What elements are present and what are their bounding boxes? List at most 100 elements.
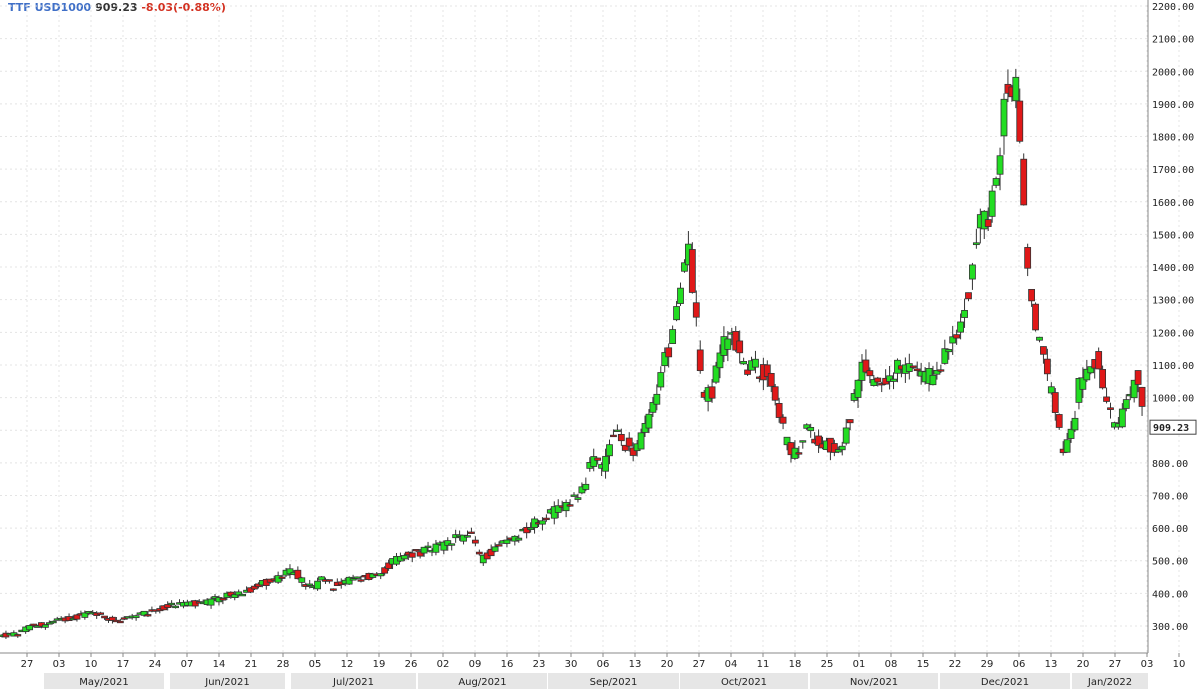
y-tick-label: 800.00 xyxy=(1152,459,1188,470)
candle-up xyxy=(45,620,53,625)
candle-body xyxy=(81,612,89,618)
candle-down xyxy=(665,343,673,368)
candle-down xyxy=(862,349,870,374)
candle-up xyxy=(444,537,452,551)
candle-down xyxy=(1095,347,1103,370)
candle-body xyxy=(120,617,128,620)
candle-body xyxy=(621,444,629,451)
candle-body xyxy=(377,573,385,577)
candle-body xyxy=(574,497,582,500)
x-tick-label: 26 xyxy=(405,659,418,670)
candle-body xyxy=(625,437,633,447)
candle-body xyxy=(109,616,116,621)
candle-body xyxy=(969,264,976,280)
x-tick-label: 09 xyxy=(469,659,482,670)
x-tick-label: 08 xyxy=(885,659,898,670)
candle-body xyxy=(712,365,720,383)
candle-body xyxy=(539,520,546,525)
candle-up xyxy=(1075,377,1083,410)
y-tick-label: 2000.00 xyxy=(1152,67,1194,78)
candle-body xyxy=(1051,392,1059,413)
candle-down xyxy=(866,367,874,384)
candle-down xyxy=(744,364,751,377)
candle-body xyxy=(274,575,282,583)
candle-body xyxy=(582,483,590,490)
candle-up xyxy=(1087,366,1095,375)
candle-body xyxy=(771,386,779,401)
x-tick-label: 27 xyxy=(1109,659,1122,670)
y-tick-label: 600.00 xyxy=(1152,524,1188,535)
candle-body xyxy=(97,612,105,615)
candle-up xyxy=(207,596,215,609)
candle-down xyxy=(629,442,637,462)
candle-body xyxy=(314,580,321,590)
candle-down xyxy=(120,616,128,621)
candle-body xyxy=(1036,336,1043,341)
candle-down xyxy=(1043,348,1051,381)
candle-body xyxy=(692,302,700,318)
candle-body xyxy=(1047,386,1055,394)
candle-up xyxy=(274,571,282,584)
candle-body xyxy=(708,386,716,399)
candle-body xyxy=(420,546,428,554)
candle-up xyxy=(420,546,428,557)
candle-body xyxy=(815,435,822,446)
candle-up xyxy=(582,477,590,492)
x-tick-label: 10 xyxy=(1173,659,1186,670)
candle-body xyxy=(645,413,653,429)
candle-body xyxy=(1130,379,1138,399)
candle-up xyxy=(1067,420,1075,443)
candle-body xyxy=(1071,417,1079,431)
month-label: Jun/2021 xyxy=(204,677,249,688)
candle-down xyxy=(874,376,882,387)
candle-down xyxy=(116,618,124,624)
candle-body xyxy=(637,432,645,450)
x-tick-label: 12 xyxy=(341,659,354,670)
candle-up xyxy=(424,541,432,552)
candle-body xyxy=(866,370,874,377)
x-tick-label: 20 xyxy=(661,659,674,670)
candle-up xyxy=(894,358,901,383)
y-tick-label: 2100.00 xyxy=(1152,35,1194,46)
month-label: Dec/2021 xyxy=(981,677,1029,688)
candle-up xyxy=(345,576,353,585)
candle-up xyxy=(996,147,1004,191)
candle-body xyxy=(503,539,511,544)
candle-down xyxy=(219,597,227,605)
candle-body xyxy=(1028,288,1035,302)
candle-up xyxy=(807,423,815,438)
x-tick-label: 01 xyxy=(853,659,866,670)
candle-down xyxy=(692,290,700,327)
candle-up xyxy=(377,573,385,580)
candle-up xyxy=(681,259,688,273)
candle-body xyxy=(298,577,306,583)
candle-body xyxy=(842,427,850,444)
month-band xyxy=(810,673,938,689)
candle-down xyxy=(542,514,550,522)
candle-up xyxy=(661,347,669,373)
candle-down xyxy=(416,548,424,559)
candle-body xyxy=(570,494,578,497)
candle-body xyxy=(357,579,365,582)
candle-up xyxy=(1047,382,1055,395)
x-tick-label: 29 xyxy=(981,659,994,670)
candle-body xyxy=(1024,247,1032,269)
candle-up xyxy=(677,282,684,306)
candle-up xyxy=(799,440,807,449)
candle-body xyxy=(30,623,37,627)
candle-body xyxy=(1016,100,1024,142)
candle-down xyxy=(247,587,254,594)
candle-down xyxy=(381,566,389,576)
candle-up xyxy=(1063,432,1071,453)
symbol-label: TTF USD1000 xyxy=(8,1,92,14)
candle-up xyxy=(491,542,499,553)
y-tick-label: 700.00 xyxy=(1152,491,1188,502)
candle-body xyxy=(1118,408,1126,428)
x-tick-label: 10 xyxy=(85,659,98,670)
candle-down xyxy=(1004,69,1012,103)
month-bar: May/2021 Jun/2021 Jul/2021 Aug/2021 Sep/2021… xyxy=(44,673,1148,689)
candle-up xyxy=(606,439,613,465)
candle-body xyxy=(838,445,846,451)
candle-body xyxy=(542,517,550,521)
